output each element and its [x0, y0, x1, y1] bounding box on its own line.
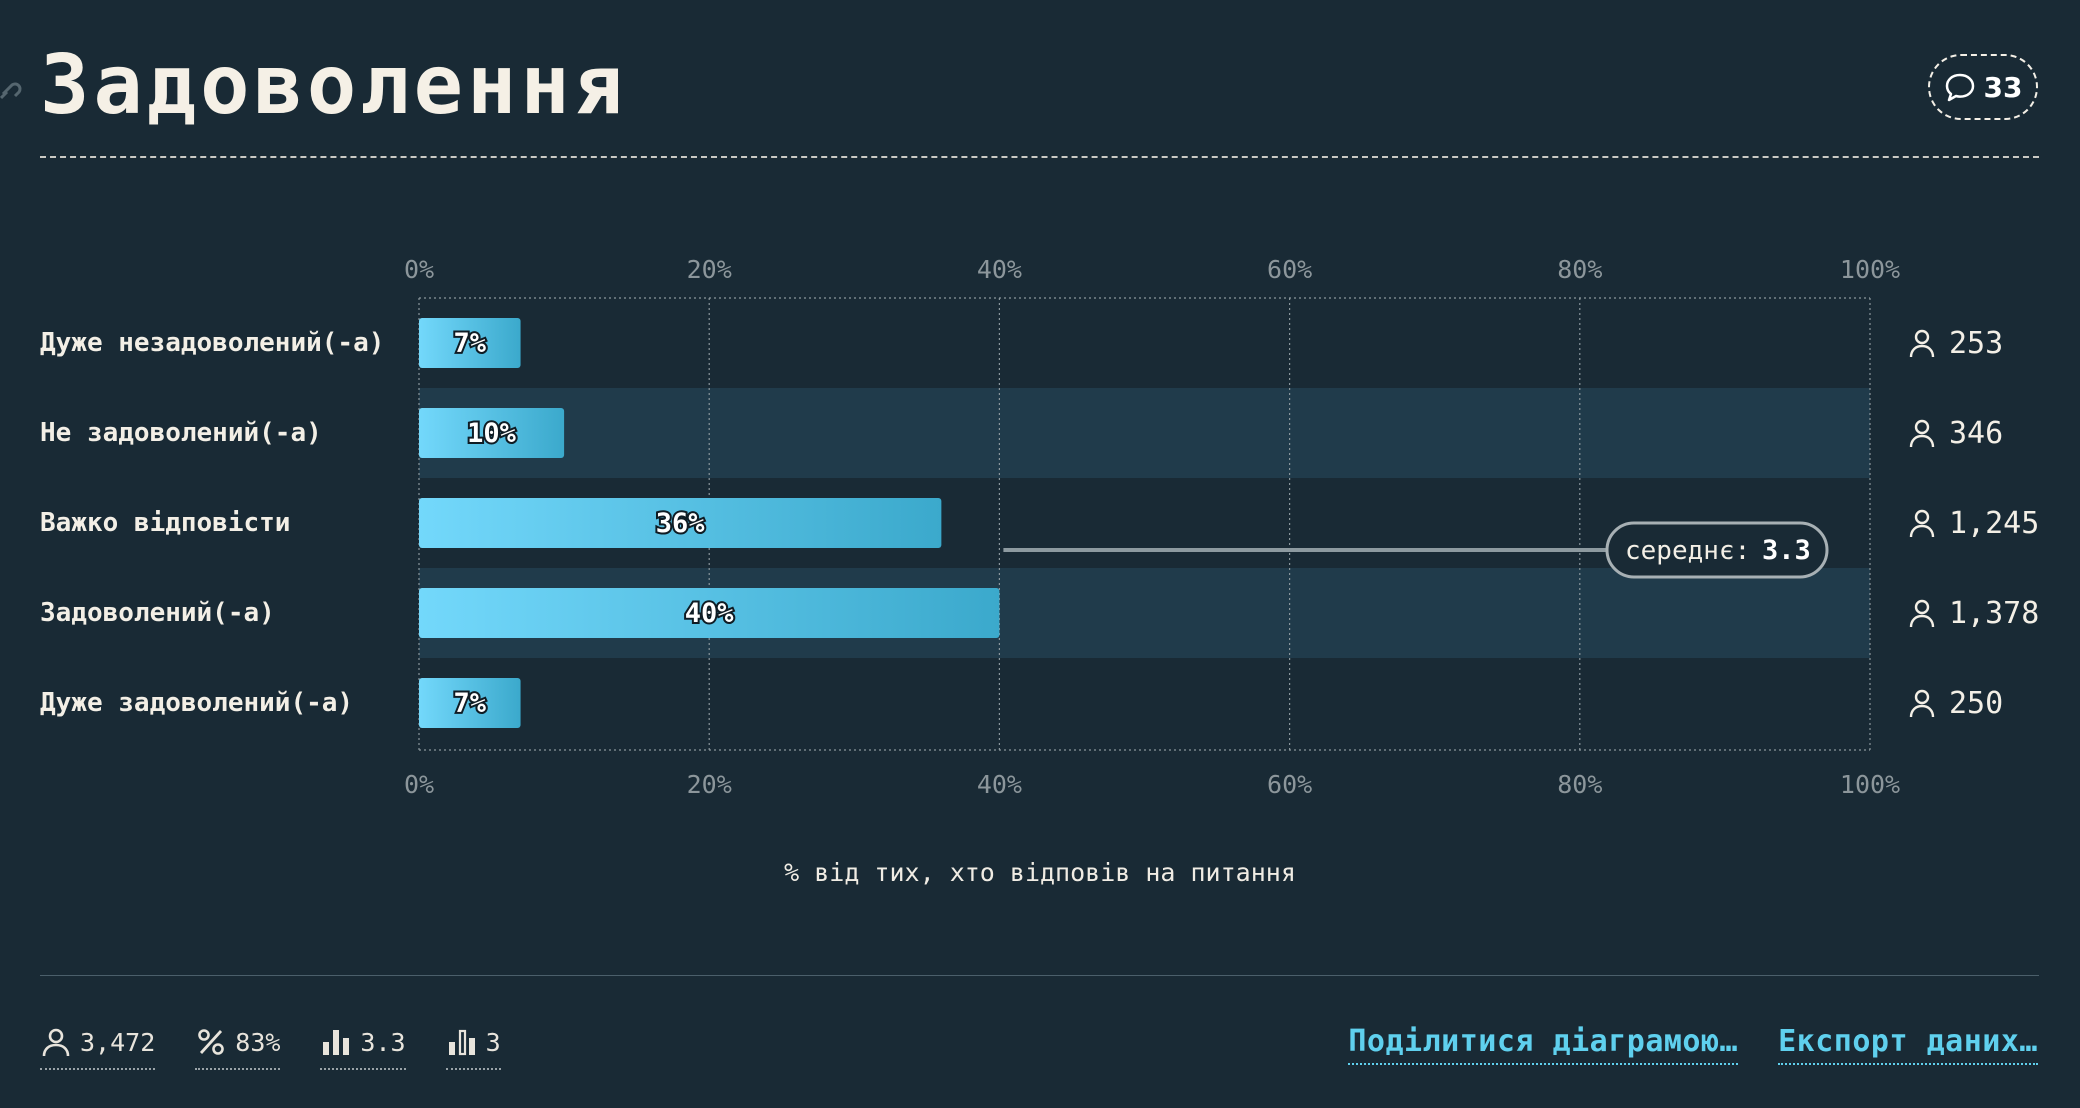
category-label: Задоволений(-а) [40, 598, 275, 628]
bar-value-label: 10% [467, 418, 517, 449]
bar-value-label: 36% [656, 508, 706, 539]
x-tick-label-bottom: 100% [1840, 770, 1900, 799]
mean-stat[interactable]: 3.3 [320, 1022, 406, 1070]
x-tick-label-top: 100% [1840, 255, 1900, 284]
footer-divider [40, 975, 2039, 976]
x-tick-label-top: 40% [977, 255, 1022, 284]
x-tick-label-top: 20% [687, 255, 732, 284]
response-count: 346 [1949, 416, 2003, 451]
category-label: Дуже незадоволений(-а) [40, 328, 384, 358]
person-icon-head [1914, 689, 1930, 705]
x-tick-label-bottom: 80% [1557, 770, 1602, 799]
person-icon [1909, 509, 1935, 538]
person-icon [42, 1028, 70, 1057]
bar-chart: 0% 20% 40% 60% 80% 100% 0% 20% 40% 60% 80% 100% 7%… [40, 255, 2039, 799]
x-tick-label-bottom: 0% [404, 770, 434, 799]
mean-pill [1605, 521, 1829, 579]
x-tick-label-bottom: 40% [977, 770, 1022, 799]
median-stat[interactable]: 3 [445, 1022, 501, 1070]
response-rate-value: 83% [235, 1027, 281, 1057]
row-band [419, 388, 1870, 478]
bar[interactable] [419, 318, 521, 368]
bar[interactable] [419, 498, 942, 548]
bar[interactable] [419, 678, 521, 728]
response-count: 253 [1949, 326, 2003, 361]
stats-bar: 3,472 83% 3.3 3 [40, 1022, 501, 1070]
x-tick-label-top: 0% [404, 255, 434, 284]
export-data-link[interactable]: Експорт даних… [1778, 1024, 2038, 1065]
person-icon-body [1909, 524, 1935, 538]
response-count: 250 [1949, 686, 2003, 721]
x-tick-label-bottom: 60% [1267, 770, 1312, 799]
person-icon-head [1914, 599, 1930, 615]
bar[interactable] [419, 588, 1000, 638]
category-label: Не задоволений(-а) [40, 418, 322, 448]
person-icon-head [1914, 509, 1930, 525]
person-icon-body [1909, 614, 1935, 628]
person-icon [1909, 329, 1935, 358]
x-tick-label-top: 80% [1557, 255, 1602, 284]
median-value: 3 [485, 1027, 501, 1057]
bar-value-label: 40% [685, 598, 735, 629]
comment-count: 33 [1983, 70, 2023, 104]
page-title: Задоволення [40, 38, 628, 133]
mean-value: 3.3 [360, 1027, 406, 1057]
person-icon-body [1909, 704, 1935, 718]
comments-button[interactable]: 33 [1928, 54, 2038, 120]
person-icon-head [1914, 419, 1930, 435]
person-icon [1909, 689, 1935, 718]
category-label: Важко відповісти [40, 508, 290, 538]
mean-value: 3.3 [1762, 535, 1811, 566]
person-icon-head [1914, 329, 1930, 345]
bar-value-label: 7% [454, 688, 487, 719]
response-rate-stat[interactable]: 83% [195, 1022, 281, 1070]
bar-chart-outline-icon [448, 1029, 475, 1056]
title-divider [40, 156, 2039, 158]
person-icon-body [1909, 434, 1935, 448]
speech-bubble-icon [1945, 73, 1974, 102]
category-label: Дуже задоволений(-а) [40, 688, 353, 718]
person-icon-body [1909, 344, 1935, 358]
x-tick-label-bottom: 20% [687, 770, 732, 799]
response-count: 1,378 [1949, 596, 2039, 631]
response-count: 1,245 [1949, 506, 2039, 541]
x-tick-label-top: 60% [1267, 255, 1312, 284]
respondents-value: 3,472 [80, 1027, 156, 1057]
share-chart-link[interactable]: Поділитися діаграмою… [1348, 1024, 1739, 1065]
bar-chart-icon [323, 1030, 350, 1055]
bar-value-label: 7% [454, 328, 487, 359]
person-icon [1909, 419, 1935, 448]
mean-label: середнє: [1625, 536, 1750, 566]
person-icon [1909, 599, 1935, 628]
bar[interactable] [419, 408, 565, 458]
percent-icon [198, 1029, 225, 1055]
link-icon[interactable] [0, 74, 22, 104]
respondents-stat[interactable]: 3,472 [40, 1022, 156, 1070]
x-axis-label: % від тих, хто відповів на питання [784, 858, 1296, 887]
